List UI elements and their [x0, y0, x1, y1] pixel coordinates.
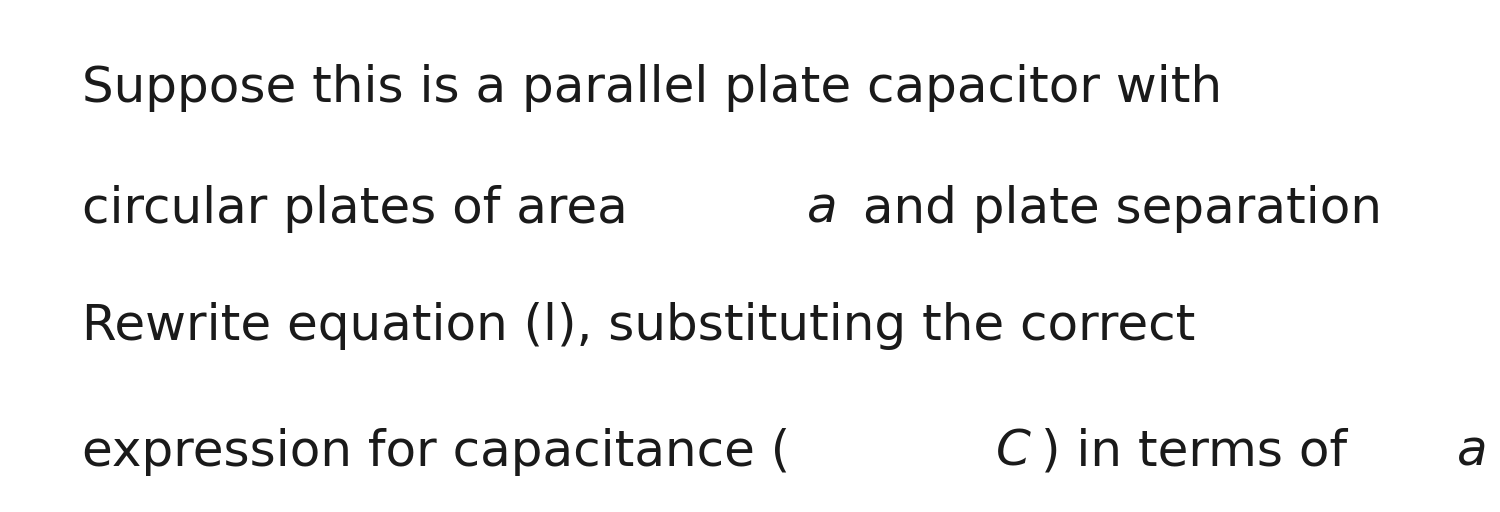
Text: .: . [1496, 428, 1500, 476]
Text: Suppose this is a parallel plate capacitor with: Suppose this is a parallel plate capacit… [82, 65, 1222, 113]
Text: Rewrite equation (l), substituting the correct: Rewrite equation (l), substituting the c… [82, 303, 1196, 351]
Text: and plate separation: and plate separation [846, 185, 1398, 233]
Text: C: C [996, 428, 1030, 476]
Text: a: a [1456, 428, 1488, 476]
Text: circular plates of area: circular plates of area [82, 185, 644, 233]
Text: a: a [807, 185, 838, 233]
Text: expression for capacitance (: expression for capacitance ( [82, 428, 790, 476]
Text: ) in terms of: ) in terms of [1041, 428, 1364, 476]
